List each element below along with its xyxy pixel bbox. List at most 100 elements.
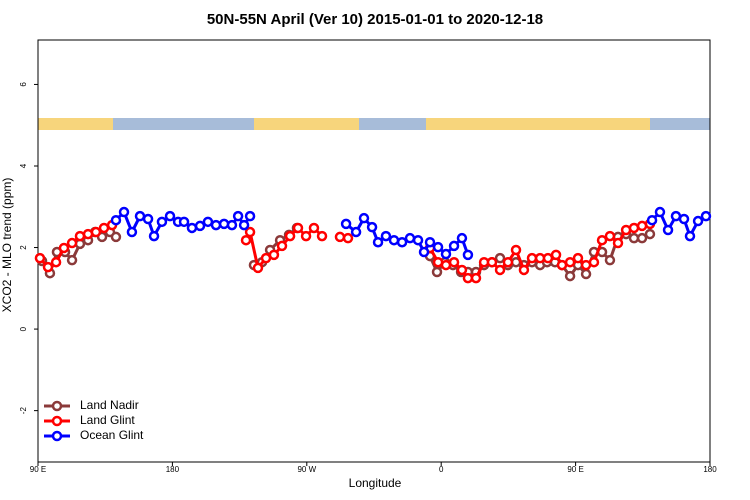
legend-marker — [51, 415, 63, 427]
data-point — [240, 234, 252, 246]
data-point — [34, 252, 46, 264]
data-point — [66, 237, 78, 249]
data-point — [186, 222, 198, 234]
plot-frame — [37, 39, 711, 463]
legend-label: Land Glint — [80, 413, 135, 427]
data-point — [58, 242, 70, 254]
ocean — [359, 118, 426, 130]
data-point — [396, 236, 408, 248]
data-point — [692, 215, 704, 227]
data-point — [42, 261, 54, 273]
data-point — [292, 222, 304, 234]
y-tick-label: 6 — [19, 82, 28, 87]
data-point — [268, 249, 280, 261]
data-point — [462, 249, 474, 261]
data-point — [654, 206, 666, 218]
data-point — [636, 232, 648, 244]
x-tick-label: 90 E — [567, 465, 583, 474]
data-point — [526, 252, 538, 264]
x-axis-label: Longitude — [349, 476, 402, 490]
data-point — [448, 240, 460, 252]
data-point — [134, 210, 146, 222]
data-point — [644, 228, 656, 240]
data-point — [110, 231, 122, 243]
data-point — [164, 210, 176, 222]
legend-marker — [51, 430, 63, 442]
x-tick-label: 90 W — [297, 465, 316, 474]
data-point — [564, 270, 576, 282]
x-tick-label: 0 — [439, 465, 444, 474]
data-point — [388, 234, 400, 246]
data-point — [556, 259, 568, 271]
data-point — [300, 230, 312, 242]
data-point — [202, 216, 214, 228]
data-point — [588, 256, 600, 268]
data-point — [456, 232, 468, 244]
data-point — [156, 216, 168, 228]
data-point — [518, 264, 530, 276]
data-point — [486, 256, 498, 268]
data-point — [334, 231, 346, 243]
data-point — [342, 232, 354, 244]
legend-marker — [51, 400, 63, 412]
data-point — [366, 221, 378, 233]
data-point — [404, 232, 416, 244]
y-tick-label: 2 — [19, 245, 28, 250]
data-point — [700, 210, 712, 222]
data-point — [210, 219, 222, 231]
y-tick-label: 0 — [19, 326, 28, 331]
x-tick-label: 180 — [166, 465, 180, 474]
data-point — [178, 216, 190, 228]
data-point — [90, 226, 102, 238]
data-point — [494, 252, 506, 264]
land-mask — [38, 118, 710, 130]
data-point — [98, 222, 110, 234]
data-point — [440, 248, 452, 260]
data-point — [284, 230, 296, 242]
legend-label: Land Nadir — [80, 398, 139, 412]
data-point — [350, 226, 362, 238]
data-point — [118, 206, 130, 218]
chart-title: 50N-55N April (Ver 10) 2015-01-01 to 202… — [207, 11, 543, 28]
data-point — [316, 230, 328, 242]
land — [254, 118, 359, 130]
data-point — [678, 213, 690, 225]
ocean — [113, 118, 254, 130]
data-point — [218, 218, 230, 230]
legend-label: Ocean Glint — [80, 428, 144, 442]
data-point — [542, 252, 554, 264]
data-point — [456, 264, 468, 276]
y-axis-label: XCO2 - MLO trend (ppm) — [0, 178, 14, 313]
data-point — [308, 222, 320, 234]
data-point — [440, 259, 452, 271]
land — [426, 118, 650, 130]
data-point — [572, 252, 584, 264]
data-point — [340, 218, 352, 230]
data-point — [564, 256, 576, 268]
data-point — [470, 272, 482, 284]
data-point — [194, 220, 206, 232]
data-point — [596, 234, 608, 246]
data-point — [148, 230, 160, 242]
data-point — [580, 268, 592, 280]
data-point — [604, 230, 616, 242]
data-point — [431, 266, 443, 278]
data-point — [604, 254, 616, 266]
data-point — [418, 246, 430, 258]
data-point — [462, 272, 474, 284]
data-point — [142, 213, 154, 225]
data-point — [110, 214, 122, 226]
data-point — [628, 222, 640, 234]
data-point — [372, 236, 384, 248]
data-point — [628, 232, 640, 244]
data-point — [424, 236, 436, 248]
data-point — [550, 249, 562, 261]
data-point — [232, 210, 244, 222]
land — [38, 118, 113, 130]
data-point — [432, 241, 444, 253]
data-point — [670, 210, 682, 222]
data-point — [684, 230, 696, 242]
